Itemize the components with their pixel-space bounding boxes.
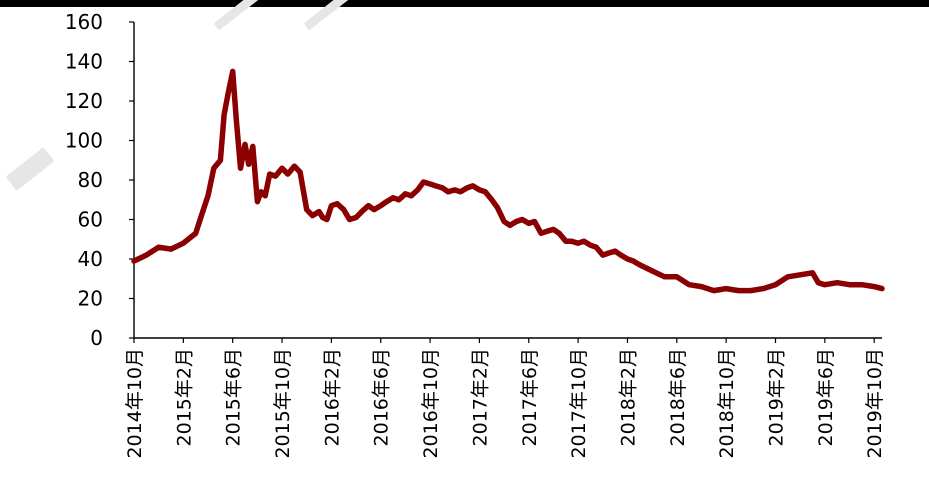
y-axis-ticks: 0 20 40 60 80 100 120 140 160: [65, 10, 134, 350]
y-tick-label: 100: [65, 129, 103, 153]
y-tick-label: 40: [78, 247, 103, 271]
x-tick-label: 2014年10月: [124, 348, 146, 459]
y-tick-label: 0: [90, 326, 103, 350]
y-tick-label: 20: [78, 287, 103, 311]
y-tick-label: 140: [65, 50, 103, 74]
x-tick-label: 2016年6月: [371, 348, 393, 446]
x-tick-label: 2015年2月: [173, 348, 195, 446]
series-line: [131, 68, 885, 294]
y-tick-label: 80: [78, 168, 103, 192]
y-tick-label: 120: [65, 89, 103, 113]
y-tick-label: 160: [65, 10, 103, 34]
x-axis-ticks: 2014年10月 2015年2月 2015年6月 2015年10月 2016年2月 201…: [124, 338, 886, 459]
x-tick-label: 2017年2月: [469, 348, 491, 446]
y-tick-label: 60: [78, 208, 103, 232]
x-tick-label: 2018年10月: [716, 348, 738, 459]
x-tick-label: 2017年6月: [519, 348, 541, 446]
top-border-bar: [0, 0, 929, 7]
x-tick-label: 2016年10月: [420, 348, 442, 459]
x-tick-label: 2019年2月: [765, 348, 787, 446]
x-tick-label: 2018年2月: [617, 348, 639, 446]
x-tick-label: 2016年2月: [321, 348, 343, 446]
x-tick-label: 2019年10月: [864, 348, 886, 459]
x-tick-label: 2015年10月: [272, 348, 294, 459]
x-tick-label: 2018年6月: [667, 348, 689, 446]
x-tick-label: 2017年10月: [568, 348, 590, 459]
x-tick-label: 2015年6月: [223, 348, 245, 446]
x-tick-label: 2019年6月: [815, 348, 837, 446]
